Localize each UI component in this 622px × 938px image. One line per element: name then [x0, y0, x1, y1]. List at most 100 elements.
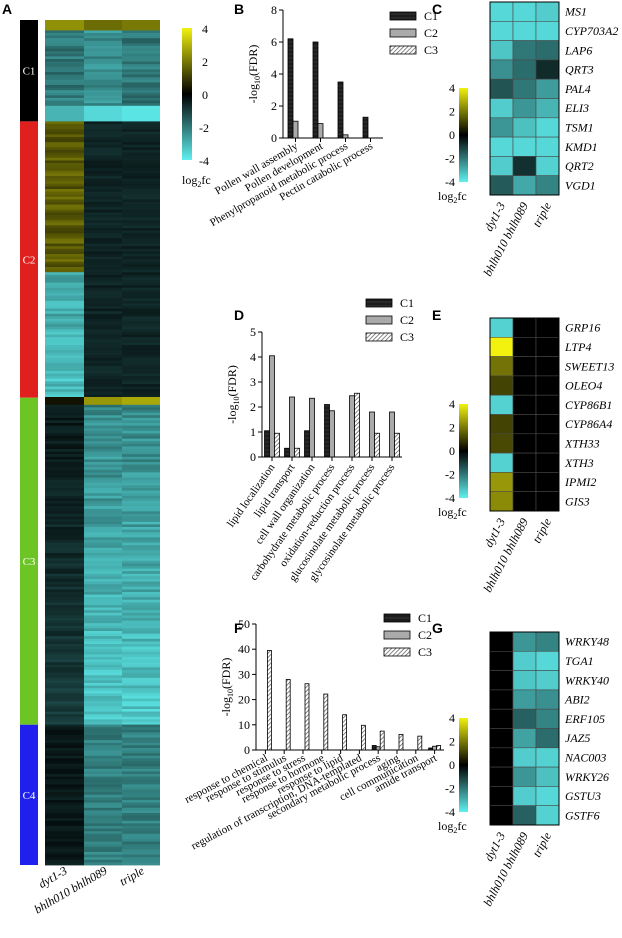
heatmap-cell: [45, 399, 84, 403]
heatmap-cell: [122, 735, 160, 738]
heatmap-cell: [84, 532, 122, 536]
heatmap-cell: [122, 254, 160, 257]
heatmap-cell: [84, 212, 122, 216]
heatmap-cell: [45, 134, 84, 138]
heatmap-cell: [122, 35, 160, 39]
heatmap-cell: [84, 235, 122, 239]
heatmap-cell: [84, 189, 122, 192]
heatmap-cell: [122, 495, 160, 499]
heatmap-cell: [45, 839, 84, 842]
heatmap-cell: [84, 527, 122, 530]
heatmap-cell: [84, 355, 122, 359]
heatmap-cell: [122, 222, 160, 226]
gene-label: GIS3: [565, 494, 590, 508]
heatmap-cell: [45, 298, 84, 302]
heatmap-cell: [84, 597, 122, 601]
heatmap-cell: [122, 501, 160, 504]
heatmap-cell: [122, 443, 160, 447]
heatmap-cell: [45, 415, 84, 419]
heatmap-cell: [45, 516, 84, 520]
heatmap-cell: [512, 414, 537, 435]
gene-label: CYP703A2: [565, 24, 618, 38]
heatmap-cell: [122, 246, 160, 250]
heatmap-cell: [122, 480, 160, 484]
y-tick-label: 10: [238, 718, 250, 732]
heatmap-cell: [45, 428, 84, 432]
y-tick-label: 30: [238, 667, 250, 681]
heatmap-cell: [84, 74, 122, 78]
heatmap-cell: [45, 196, 84, 200]
heatmap-cell: [122, 854, 160, 858]
heatmap-cell: [45, 316, 84, 320]
heatmap-cell: [122, 802, 160, 806]
gene-label: TSM1: [565, 120, 594, 134]
heatmap-cell: [45, 350, 84, 354]
heatmap-cell: [122, 155, 160, 159]
heatmap-cell: [84, 220, 122, 224]
colorbar-gradient: [182, 28, 192, 160]
heatmap-cell: [45, 20, 84, 23]
heatmap-cell: [122, 516, 160, 520]
heatmap-cell: [45, 147, 84, 151]
heatmap-cell: [122, 683, 160, 686]
gene-label: LAP6: [564, 43, 592, 57]
heatmap-cell: [84, 248, 122, 252]
heatmap-cell: [45, 563, 84, 567]
heatmap-cell: [122, 64, 160, 68]
heatmap-cell: [45, 35, 84, 39]
heatmap-cell: [45, 53, 84, 57]
heatmap-cell: [45, 820, 84, 824]
heatmap-cell: [84, 170, 122, 174]
heatmap-cell: [512, 631, 537, 652]
heatmap-cell: [122, 573, 160, 577]
heatmap-cell: [84, 326, 122, 330]
heatmap-cell: [45, 628, 84, 632]
heatmap-cell: [122, 774, 160, 777]
heatmap-cell: [84, 573, 122, 577]
heatmap-cell: [45, 241, 84, 244]
colorbar-tick: 0: [449, 128, 455, 142]
heatmap-cell: [122, 196, 160, 200]
heatmap-cell: [122, 451, 160, 455]
heatmap-cell: [122, 360, 160, 364]
heatmap-cell: [122, 729, 160, 733]
legend-swatch: [365, 332, 393, 342]
heatmap-cell: [122, 477, 160, 481]
heatmap-cell: [84, 449, 122, 452]
heatmap-cell: [84, 602, 122, 606]
heatmap-cell: [45, 758, 84, 762]
heatmap-cell: [84, 85, 122, 88]
heatmap-cell: [84, 144, 122, 148]
heatmap-cell: [535, 472, 560, 492]
gene-label: IPMI2: [564, 475, 596, 489]
bar: [304, 683, 310, 751]
heatmap-cell: [84, 599, 122, 603]
bar: [317, 123, 324, 139]
colorbar-tick: -4: [445, 491, 455, 505]
colorbar-tick: -2: [445, 152, 455, 166]
heatmap-cell: [84, 641, 122, 645]
heatmap-cell: [45, 347, 84, 351]
heatmap-cell: [84, 105, 122, 109]
heatmap-cell: [45, 282, 84, 286]
heatmap-cell: [122, 321, 160, 325]
heatmap-cell: [122, 313, 160, 317]
heatmap-cell: [84, 802, 122, 806]
heatmap-cell: [122, 511, 160, 515]
colorbar-gradient: [459, 718, 468, 812]
heatmap-cell: [45, 61, 84, 65]
y-tick-label: 2: [271, 99, 277, 113]
heatmap-cell: [84, 30, 122, 34]
heatmap-cell: [45, 774, 84, 777]
heatmap-cell: [84, 168, 122, 172]
heatmap-cell: [45, 43, 84, 47]
heatmap-cell: [84, 342, 122, 346]
heatmap-cell: [84, 417, 122, 421]
heatmap-cell: [45, 579, 84, 582]
heatmap-cell: [84, 742, 122, 746]
heatmap-cell: [45, 724, 84, 728]
bar: [375, 746, 381, 751]
heatmap-cell: [122, 371, 160, 374]
